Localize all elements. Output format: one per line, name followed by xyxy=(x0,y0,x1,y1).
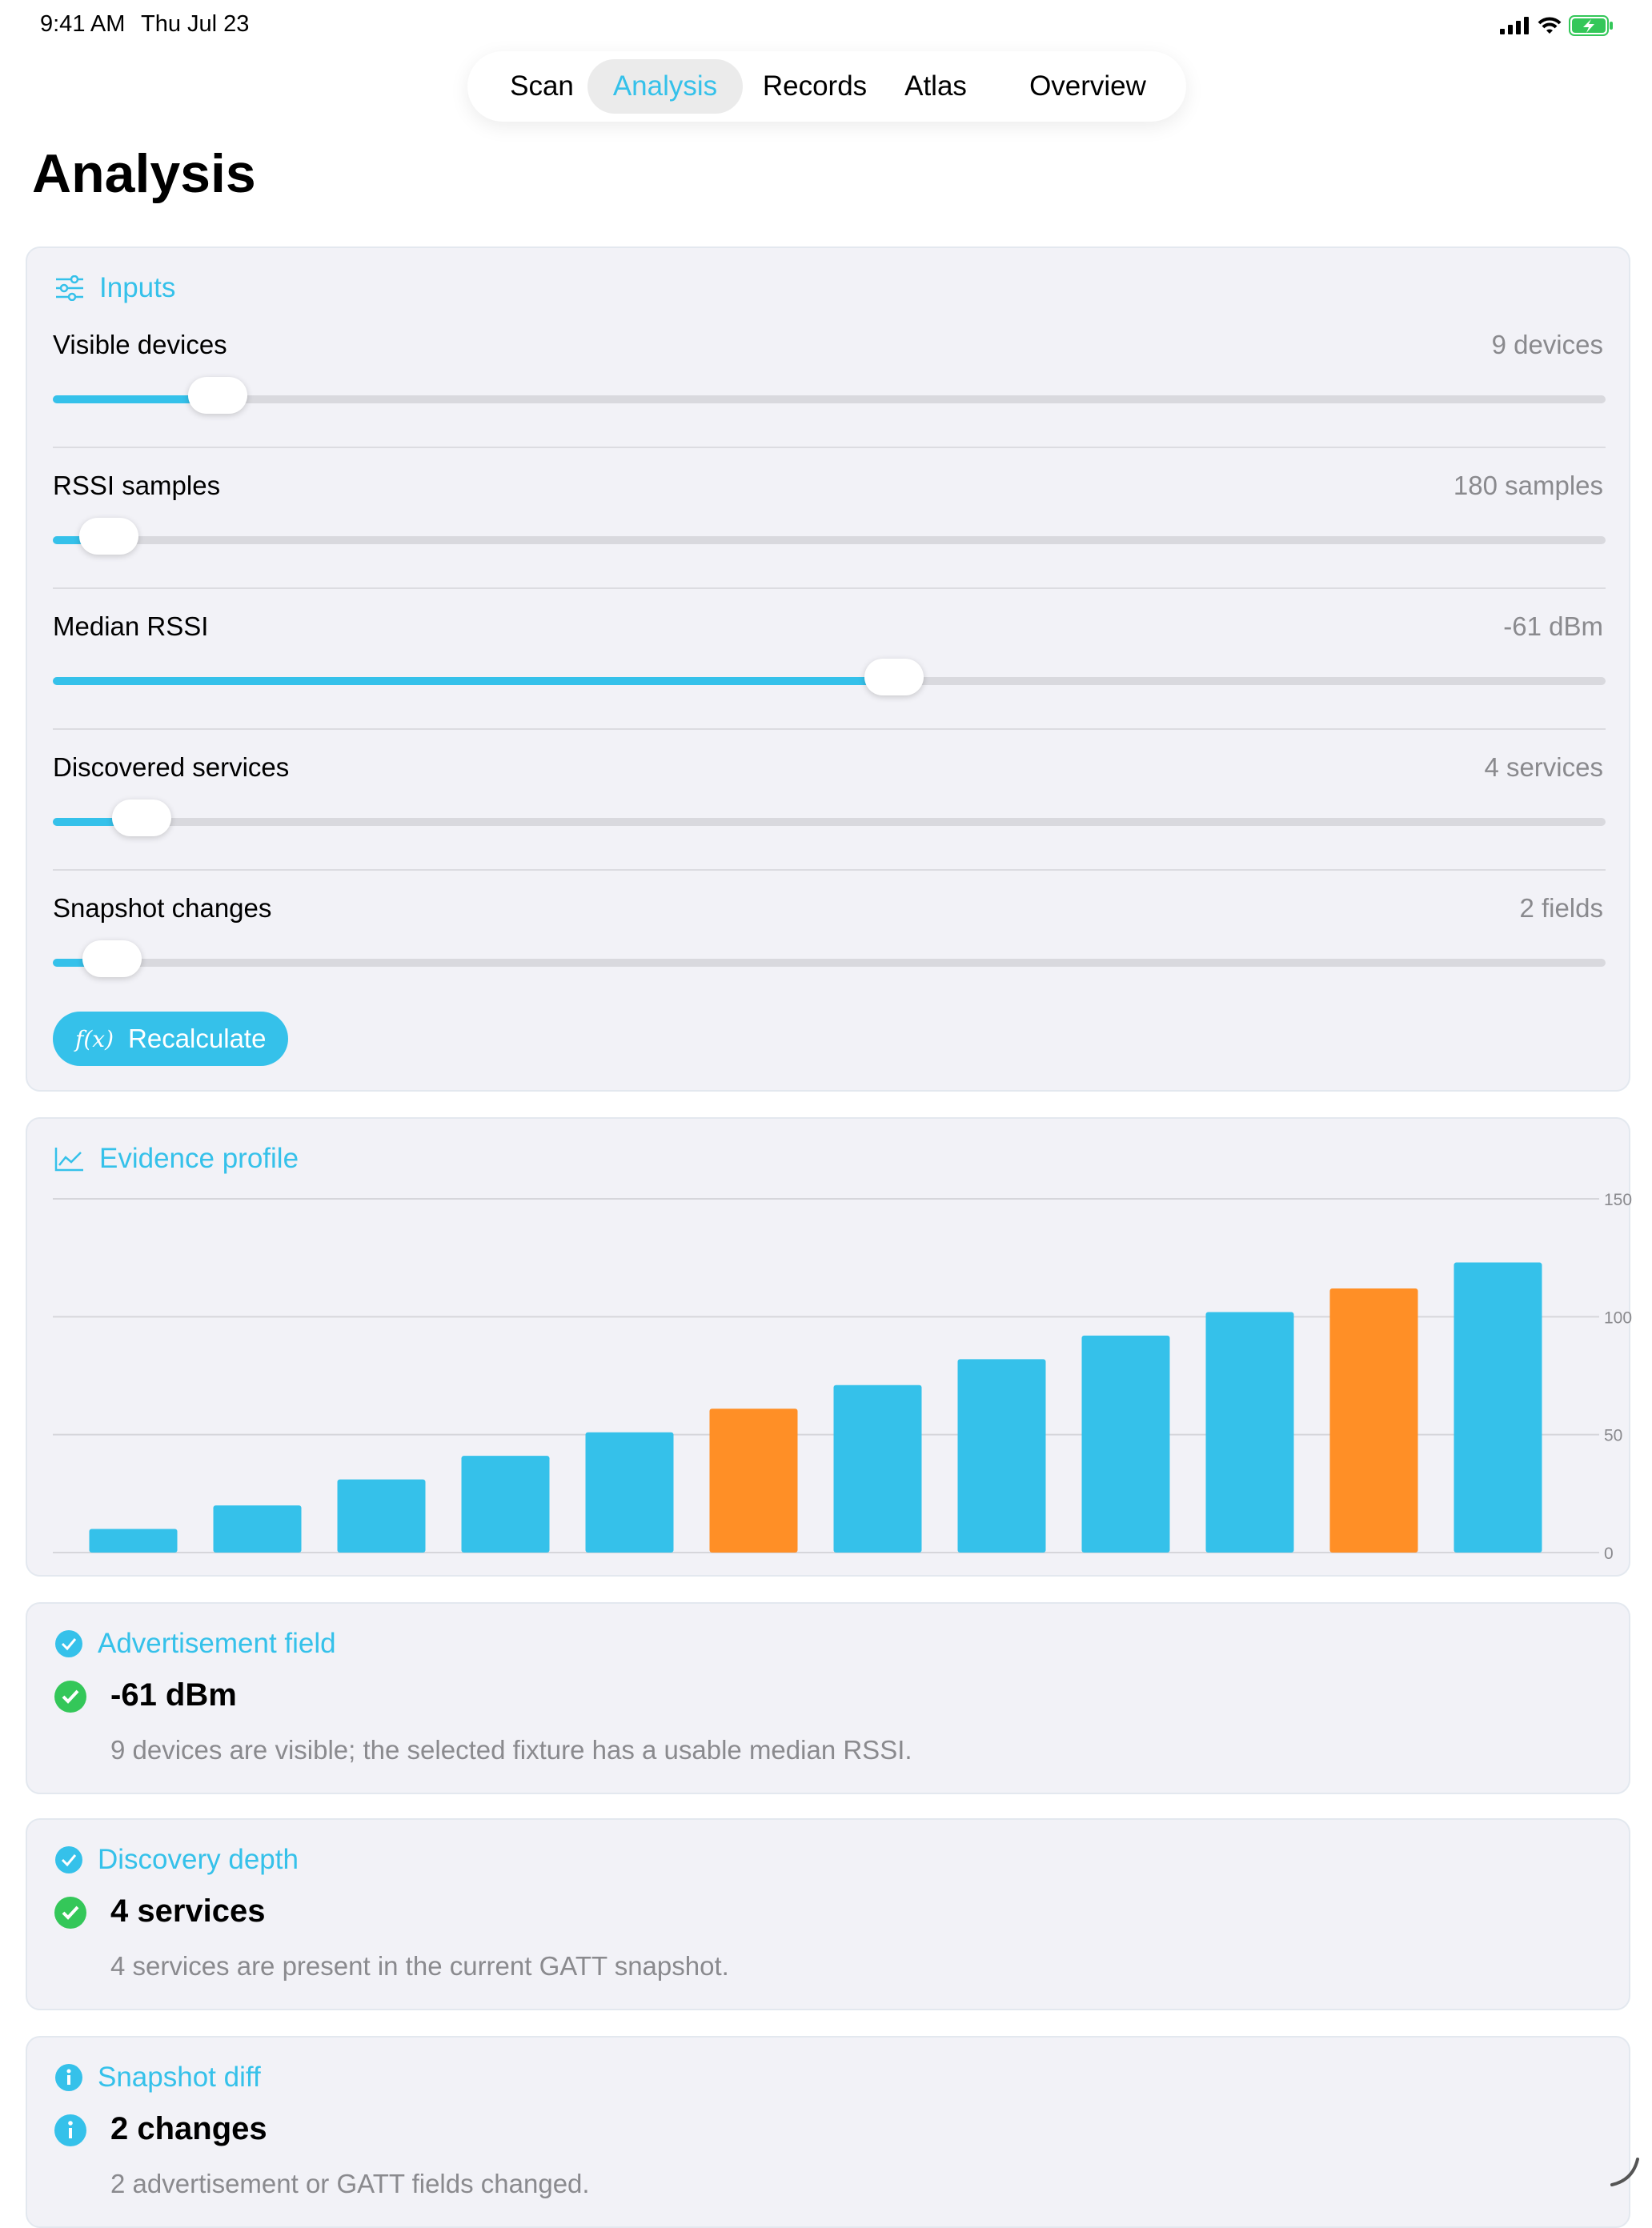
y-tick-label: 150 xyxy=(1604,1191,1632,1209)
divider xyxy=(53,587,1606,589)
resize-handle-icon[interactable] xyxy=(1609,2156,1641,2188)
discovery-depth-header: Discovery depth xyxy=(54,1844,299,1876)
snapshot-changes-label: Snapshot changes xyxy=(53,893,271,924)
chart-bar-6 xyxy=(710,1409,798,1553)
slider-thumb[interactable] xyxy=(82,940,142,977)
blue-info-icon xyxy=(54,2114,86,2146)
y-tick-label: 50 xyxy=(1604,1427,1622,1445)
divider xyxy=(53,447,1606,448)
status-icons xyxy=(1500,14,1614,37)
chart-bar-8 xyxy=(958,1359,1046,1553)
chart-bar-11 xyxy=(1330,1288,1418,1553)
advertisement-field-card: Advertisement field -61 dBm 9 devices ar… xyxy=(26,1602,1630,1794)
status-date: Thu Jul 23 xyxy=(141,11,249,38)
sliders-icon xyxy=(54,275,85,301)
advertisement-field-value: -61 dBm xyxy=(110,1677,237,1713)
slider-thumb[interactable] xyxy=(864,659,924,695)
snapshot-diff-header: Snapshot diff xyxy=(54,2062,261,2094)
function-icon: f(x) xyxy=(75,1026,114,1052)
battery-charging-icon xyxy=(1569,15,1614,36)
evidence-chart: 0 50 100 150 xyxy=(27,1119,1632,1578)
median-rssi-value: -61 dBm xyxy=(1503,611,1603,642)
discovery-depth-card: Discovery depth 4 services 4 services ar… xyxy=(26,1818,1630,2010)
page-title: Analysis xyxy=(32,142,256,205)
status-bar: 9:41 AM Thu Jul 23 xyxy=(0,0,1652,51)
tab-atlas[interactable]: Atlas xyxy=(884,59,988,114)
discovered-services-label: Discovered services xyxy=(53,752,289,783)
inputs-header: Inputs xyxy=(54,272,175,304)
divider xyxy=(53,728,1606,730)
inputs-card: Inputs Visible devices 9 devices RSSI sa… xyxy=(26,246,1630,1092)
chart-bar-9 xyxy=(1082,1336,1170,1553)
chart-bar-12 xyxy=(1454,1263,1542,1553)
checkmark-circle-icon xyxy=(54,1629,83,1658)
checkmark-circle-icon xyxy=(54,1845,83,1874)
chart-bar-4 xyxy=(462,1456,550,1553)
slider-thumb[interactable] xyxy=(79,518,138,555)
green-checkmark-icon xyxy=(54,1681,86,1713)
snapshot-diff-value: 2 changes xyxy=(110,2111,267,2147)
discovered-services-value: 4 services xyxy=(1484,752,1603,783)
tab-analysis[interactable]: Analysis xyxy=(587,59,743,114)
discovery-depth-description: 4 services are present in the current GA… xyxy=(110,1951,729,1982)
rssi-samples-slider[interactable] xyxy=(53,536,1606,544)
slider-thumb[interactable] xyxy=(112,799,171,836)
median-rssi-label: Median RSSI xyxy=(53,611,208,642)
info-circle-icon xyxy=(54,2063,83,2092)
snapshot-diff-title: Snapshot diff xyxy=(98,2062,261,2094)
chart-bar-3 xyxy=(338,1480,426,1553)
snapshot-changes-value: 2 fields xyxy=(1519,893,1603,924)
tab-records[interactable]: Records xyxy=(751,59,879,114)
y-tick-label: 100 xyxy=(1604,1308,1632,1327)
recalculate-button[interactable]: f(x) Recalculate xyxy=(53,1012,288,1066)
slider-thumb[interactable] xyxy=(188,377,247,414)
chart-bar-5 xyxy=(586,1433,674,1553)
advertisement-field-description: 9 devices are visible; the selected fixt… xyxy=(110,1735,912,1765)
chart-bar-10 xyxy=(1206,1312,1294,1553)
snapshot-diff-description: 2 advertisement or GATT fields changed. xyxy=(110,2169,590,2199)
chart-bar-7 xyxy=(834,1385,922,1553)
discovery-depth-value: 4 services xyxy=(110,1893,266,1929)
cellular-signal-icon xyxy=(1500,17,1530,34)
green-checkmark-icon xyxy=(54,1897,86,1929)
snapshot-changes-slider[interactable] xyxy=(53,959,1606,967)
divider xyxy=(53,869,1606,871)
status-time: 9:41 AM xyxy=(40,11,125,38)
tab-scan[interactable]: Scan xyxy=(491,59,592,114)
chart-bar-2 xyxy=(214,1505,302,1553)
y-tick-label: 0 xyxy=(1604,1545,1614,1563)
chart-bar-1 xyxy=(90,1529,178,1553)
recalculate-label: Recalculate xyxy=(128,1024,266,1054)
wifi-icon xyxy=(1537,16,1562,35)
tab-overview[interactable]: Overview xyxy=(1012,59,1164,114)
advertisement-field-header: Advertisement field xyxy=(54,1628,336,1660)
snapshot-diff-card: Snapshot diff 2 changes 2 advertisement … xyxy=(26,2036,1630,2228)
discovered-services-slider[interactable] xyxy=(53,818,1606,826)
visible-devices-slider[interactable] xyxy=(53,395,1606,403)
discovery-depth-title: Discovery depth xyxy=(98,1844,299,1876)
rssi-samples-label: RSSI samples xyxy=(53,471,220,501)
median-rssi-slider[interactable] xyxy=(53,677,1606,685)
advertisement-field-title: Advertisement field xyxy=(98,1628,336,1660)
rssi-samples-value: 180 samples xyxy=(1454,471,1603,501)
inputs-title: Inputs xyxy=(99,272,175,304)
tab-bar: Scan Analysis Records Atlas Overview xyxy=(467,51,1186,122)
visible-devices-value: 9 devices xyxy=(1492,330,1603,360)
visible-devices-label: Visible devices xyxy=(53,330,227,360)
slider-fill xyxy=(53,677,894,685)
